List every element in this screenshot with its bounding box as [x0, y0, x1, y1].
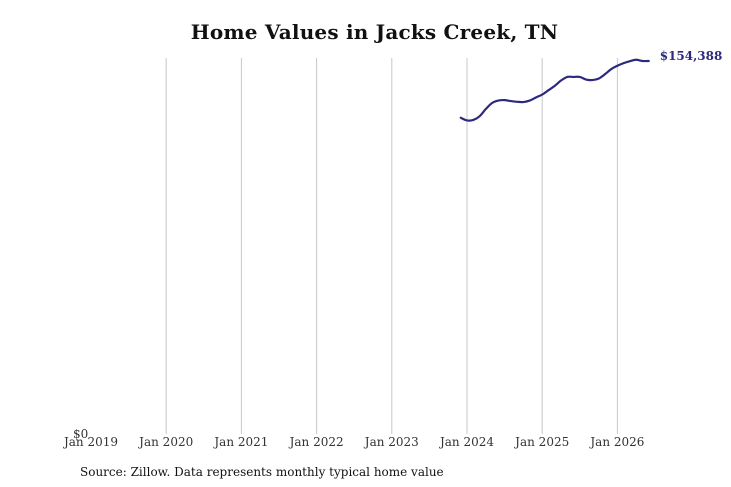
gridlines: [165, 58, 618, 434]
source-note: Source: Zillow. Data represents monthly …: [80, 465, 444, 479]
x-tick-label: Jan 2024: [438, 435, 494, 449]
x-tick-label: Jan 2023: [363, 435, 419, 449]
end-value-label: $154,388: [660, 49, 723, 63]
chart-title: Home Values in Jacks Creek, TN: [190, 20, 559, 44]
tick-labels: Jan 2019 Jan 2020 Jan 2021 Jan 2022 Jan 2023…: [62, 49, 722, 449]
x-tick-label: Jan 2022: [288, 435, 344, 449]
x-tick-label: Jan 2020: [137, 435, 193, 449]
series-line-0: [459, 58, 650, 122]
x-tick-label: Jan 2019: [62, 435, 118, 449]
series-layer: [459, 58, 650, 122]
x-tick-label: Jan 2026: [588, 435, 644, 449]
x-tick-label: Jan 2021: [212, 435, 268, 449]
y-tick-label: $0: [73, 427, 88, 441]
x-tick-label: Jan 2025: [513, 435, 569, 449]
